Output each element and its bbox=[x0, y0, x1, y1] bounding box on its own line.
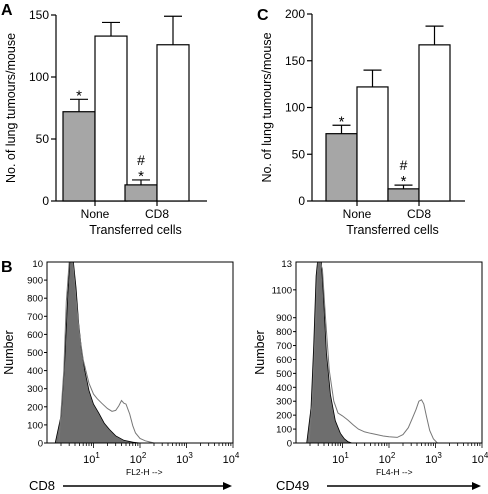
x-axis-title: Transferred cells bbox=[89, 223, 182, 237]
bar bbox=[325, 133, 358, 202]
x-tick-label: 102 bbox=[130, 451, 147, 466]
y-axis-title: No. of lung tumours/mouse bbox=[260, 32, 274, 182]
y-tick-label: 700 bbox=[27, 312, 43, 323]
x-tick-label: 103 bbox=[425, 451, 442, 466]
y-tick-label: 0 bbox=[38, 439, 43, 450]
x-tick-label: None bbox=[81, 207, 110, 221]
bar bbox=[94, 35, 128, 202]
y-tick-label: 50 bbox=[36, 132, 50, 146]
bar bbox=[124, 184, 158, 202]
significance-mark: * bbox=[76, 87, 82, 104]
y-tick-label: 200 bbox=[276, 411, 292, 422]
histogram-filled-series bbox=[306, 261, 353, 444]
histogram-filled-series bbox=[54, 261, 141, 444]
y-tick-label: 200 bbox=[285, 7, 305, 21]
x-axis-title: CD8 bbox=[29, 478, 55, 493]
y-tick-label: 400 bbox=[276, 383, 292, 394]
y-tick-label: 300 bbox=[276, 397, 292, 408]
x-tick-label: None bbox=[343, 207, 372, 221]
y-top-label: 10 bbox=[32, 259, 43, 270]
axis-caption: FL2-H --> bbox=[126, 467, 163, 477]
significance-mark: # bbox=[400, 157, 408, 173]
bar bbox=[418, 44, 451, 202]
significance-mark: * bbox=[401, 173, 407, 190]
x-tick-label: 103 bbox=[176, 451, 193, 466]
y-tick-label: 400 bbox=[27, 366, 43, 377]
x-tick-label: CD8 bbox=[145, 207, 169, 221]
y-tick-label: 0 bbox=[287, 439, 292, 450]
y-tick-label: 600 bbox=[276, 355, 292, 366]
y-axis-title: Number bbox=[2, 330, 16, 374]
y-tick-label: 100 bbox=[27, 420, 43, 431]
bar bbox=[356, 86, 389, 202]
y-tick-label: 700 bbox=[276, 341, 292, 352]
x-tick-label: 101 bbox=[83, 451, 100, 466]
panel-letter-b: B bbox=[1, 259, 13, 276]
y-axis-title: Number bbox=[253, 330, 267, 374]
x-axis-title: CD49 bbox=[276, 478, 309, 493]
panel-b-right-histogram: 13 0 100 200 300 400 500 600 700 800 900 1100 101 102… bbox=[253, 259, 488, 493]
y-tick-label: 100 bbox=[276, 425, 292, 436]
panel-letter-a: A bbox=[1, 2, 13, 19]
y-tick-label: 600 bbox=[27, 330, 43, 341]
y-tick-label: 100 bbox=[29, 70, 49, 84]
y-tick-label: 150 bbox=[29, 8, 49, 22]
y-tick-label: 900 bbox=[27, 276, 43, 287]
histogram-line-series bbox=[308, 261, 438, 444]
histogram-line-series bbox=[58, 261, 155, 444]
significance-mark: # bbox=[137, 152, 145, 168]
x-tick-label: CD8 bbox=[407, 207, 431, 221]
y-tick-label: 800 bbox=[27, 294, 43, 305]
y-tick-label: 0 bbox=[298, 194, 305, 208]
y-tick-label: 200 bbox=[27, 402, 43, 413]
bar bbox=[62, 111, 96, 202]
x-tick-label: 101 bbox=[332, 451, 349, 466]
x-axis-arrowhead bbox=[223, 482, 232, 490]
y-tick-label: 300 bbox=[27, 384, 43, 395]
panel-letter-c: C bbox=[257, 7, 269, 24]
y-tick-label: 100 bbox=[285, 101, 305, 115]
y-tick-label: 150 bbox=[285, 54, 305, 68]
bar bbox=[156, 44, 190, 202]
significance-mark: * bbox=[339, 113, 345, 130]
x-tick-label: 104 bbox=[472, 451, 488, 466]
y-axis-title: No. of lung tumours/mouse bbox=[4, 33, 18, 183]
y-tick-label: 0 bbox=[42, 194, 49, 208]
x-axis-arrowhead bbox=[472, 482, 481, 490]
y-tick-label: 800 bbox=[276, 327, 292, 338]
axis-caption: FL4-H --> bbox=[376, 467, 413, 477]
x-tick-label: 102 bbox=[379, 451, 396, 466]
y-tick-label: 50 bbox=[292, 147, 306, 161]
y-top-label: 13 bbox=[281, 259, 292, 270]
x-axis-title: Transferred cells bbox=[346, 223, 439, 237]
y-tick-label: 500 bbox=[27, 348, 43, 359]
x-tick-label: 104 bbox=[223, 451, 240, 466]
y-tick-label: 1100 bbox=[272, 285, 292, 296]
y-tick-label: 500 bbox=[276, 369, 292, 380]
y-tick-label: 900 bbox=[276, 313, 292, 324]
significance-mark: * bbox=[138, 168, 144, 185]
bar bbox=[387, 188, 420, 202]
